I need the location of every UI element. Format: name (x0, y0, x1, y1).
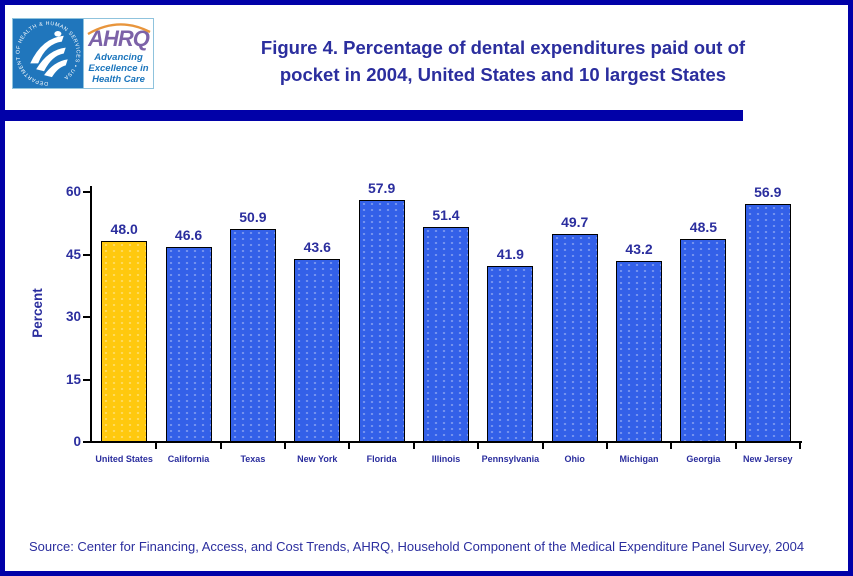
x-tick-label-pennsylvania: Pennsylvania (481, 454, 540, 464)
bar-chart: Percent 0 15 30 45 60 48.0 United States 46.6 Ca… (5, 5, 848, 505)
x-tick (734, 443, 737, 449)
bar-ohio (551, 233, 598, 441)
bar-california (165, 246, 212, 441)
value-label-california: 46.6 (174, 226, 203, 243)
bar-new-york (294, 259, 341, 441)
value-label-pennsylvania: 41.9 (496, 246, 524, 263)
value-label-texas: 50.9 (239, 208, 267, 225)
value-label-illinois: 51.4 (432, 206, 460, 223)
bar-texas (229, 228, 276, 441)
x-tick (284, 443, 287, 449)
value-label-new-jersey: 56.9 (754, 183, 782, 200)
x-tick (348, 443, 351, 449)
x-tick (798, 443, 801, 449)
x-tick-label-illinois: Illinois (431, 454, 461, 464)
ahrq-hhs-logo: DEPARTMENT OF HEALTH & HUMAN SERVICES • … (12, 18, 154, 89)
eagle-icon (30, 31, 68, 78)
ahrq-arc-icon (87, 23, 151, 35)
y-tick (83, 441, 90, 443)
value-label-florida: 57.9 (367, 179, 396, 196)
y-tick (83, 378, 90, 381)
x-tick-label-michigan: Michigan (619, 454, 659, 464)
bar-illinois (422, 226, 469, 441)
x-tick (541, 443, 544, 449)
y-tick-label: 0 (73, 434, 81, 449)
ahrq-logo-panel: AHRQ Advancing Excellence in Health Care (83, 19, 153, 88)
bar-michigan (616, 261, 663, 441)
figure-title-line2: pocket in 2004, United States and 10 lar… (279, 64, 727, 85)
x-tick-label-new-jersey: New Jersey (743, 454, 793, 464)
ahrq-tagline: Advancing Excellence in Health Care (88, 52, 149, 85)
y-axis (90, 186, 92, 443)
bar-georgia (680, 238, 727, 441)
x-tick (155, 443, 158, 449)
bar-new-jersey (744, 203, 791, 441)
y-tick (83, 316, 90, 318)
x-tick-label-georgia: Georgia (686, 454, 721, 464)
x-tick-label-florida: Florida (366, 454, 397, 464)
figure-title: Figure 4. Percentage of dental expenditu… (170, 34, 836, 88)
x-tick-label-ohio: Ohio (564, 454, 585, 464)
x-tick-label-texas: Texas (240, 454, 266, 464)
y-tick-label: 45 (65, 246, 81, 262)
value-label-united-states: 48.0 (110, 221, 138, 237)
y-tick (83, 253, 90, 256)
bar-united-states (101, 241, 148, 441)
x-tick-label-california: California (167, 454, 210, 464)
value-label-michigan: 43.2 (625, 241, 653, 257)
y-tick-label: 30 (65, 309, 81, 324)
x-tick (412, 443, 415, 449)
value-label-georgia: 48.5 (689, 218, 718, 235)
x-axis (90, 441, 802, 443)
x-tick-label-new-york: New York (297, 454, 338, 464)
x-tick (670, 443, 673, 449)
bar-pennsylvania (487, 266, 534, 441)
figure-title-line1: Figure 4. Percentage of dental expenditu… (260, 37, 746, 58)
x-tick-label-united-states: United States (95, 454, 153, 464)
x-tick (477, 443, 480, 449)
x-tick (219, 443, 222, 449)
value-label-ohio: 49.7 (561, 213, 589, 230)
y-tick-label: 60 (65, 184, 81, 199)
ahrq-logo-text: AHRQ (88, 26, 150, 51)
source-note: Source: Center for Financing, Access, an… (29, 539, 805, 554)
y-axis-title: Percent (30, 288, 45, 338)
hhs-seal-icon: DEPARTMENT OF HEALTH & HUMAN SERVICES • … (13, 19, 83, 88)
value-label-new-york: 43.6 (303, 239, 331, 256)
y-tick (83, 191, 90, 193)
x-tick (605, 443, 608, 449)
y-tick-label: 15 (65, 371, 81, 387)
title-underline-bar (5, 110, 743, 121)
bar-florida (358, 199, 405, 441)
